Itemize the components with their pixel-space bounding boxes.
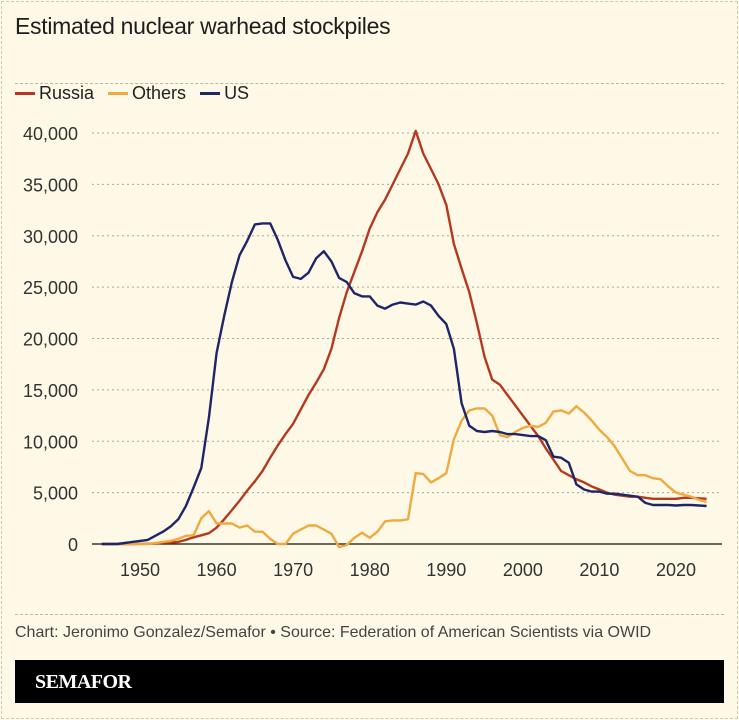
footer-divider bbox=[15, 614, 724, 615]
series-line-others bbox=[101, 405, 707, 549]
chart-title: Estimated nuclear warhead stockpiles bbox=[15, 13, 391, 39]
legend-label: US bbox=[224, 83, 250, 103]
x-tick-label: 1970 bbox=[273, 560, 313, 580]
series-line-us bbox=[101, 222, 707, 546]
x-tick-label: 1950 bbox=[120, 560, 160, 580]
y-tick-label: 35,000 bbox=[23, 175, 78, 195]
x-tick-label: 2020 bbox=[656, 560, 696, 580]
legend-label: Russia bbox=[39, 83, 95, 103]
y-tick-label: 25,000 bbox=[23, 278, 78, 298]
y-tick-label: 10,000 bbox=[23, 432, 78, 452]
x-tick-label: 1990 bbox=[426, 560, 466, 580]
legend-item-us: US bbox=[200, 83, 249, 104]
legend-item-others: Others bbox=[108, 83, 186, 104]
legend-swatch bbox=[15, 92, 35, 95]
source-credit: Chart: Jeronimo Gonzalez/Semafor • Sourc… bbox=[15, 624, 652, 641]
legend-item-russia: Russia bbox=[15, 83, 94, 104]
brand-bar: SEMAFOR bbox=[15, 660, 724, 703]
y-tick-label: 30,000 bbox=[23, 227, 78, 247]
chart-plot: 0 5,000 10,000 15,000 20,000 25,000 30,000 35,0… bbox=[23, 124, 722, 580]
y-tick-label: 0 bbox=[68, 535, 78, 555]
legend: Russia Others US bbox=[15, 83, 249, 104]
y-tick-label: 20,000 bbox=[23, 330, 78, 350]
x-tick-label: 2010 bbox=[579, 560, 619, 580]
semafor-logo: SEMAFOR bbox=[35, 671, 132, 693]
x-tick-label: 1980 bbox=[350, 560, 390, 580]
y-tick-label: 5,000 bbox=[33, 484, 78, 504]
legend-swatch bbox=[108, 92, 129, 95]
title-divider bbox=[15, 83, 724, 84]
legend-swatch bbox=[200, 92, 221, 95]
y-tick-label: 15,000 bbox=[23, 381, 78, 401]
x-tick-label: 1960 bbox=[197, 560, 237, 580]
legend-label: Others bbox=[132, 83, 187, 103]
x-tick-label: 2000 bbox=[503, 560, 543, 580]
y-tick-label: 40,000 bbox=[23, 124, 78, 144]
series-line-russia bbox=[101, 129, 707, 546]
